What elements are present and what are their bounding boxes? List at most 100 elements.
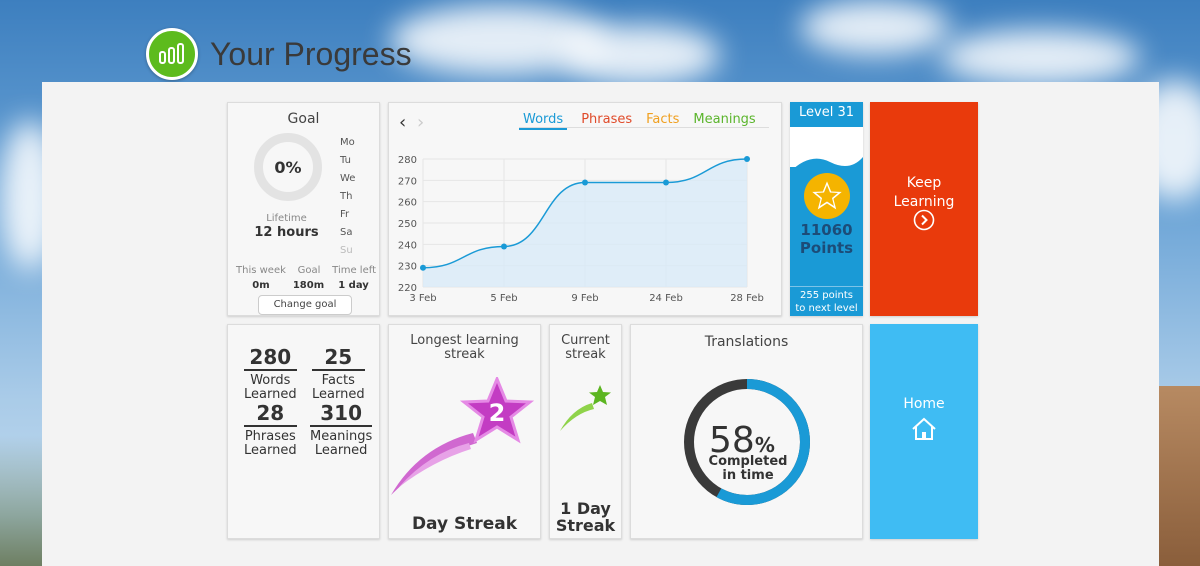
next-level-label: to next level (795, 303, 858, 314)
y-tick-label: 240 (398, 240, 417, 251)
longest-streak-card: Longest learning streak 2 Day Streak (388, 324, 541, 539)
weekday-tu: Tu (340, 155, 351, 166)
weekday-su: Su (340, 245, 353, 256)
words-learned: 280 Words Learned (244, 345, 297, 402)
data-point (744, 156, 750, 162)
goal-percent: 0% (274, 158, 302, 177)
data-point (420, 264, 426, 271)
star-badge-icon (804, 173, 850, 219)
time-left-label: Time left (332, 265, 376, 276)
goal-card: Goal 0% Mo Tu We Th Fr Sa Su Lifetime 12… (227, 102, 380, 316)
shooting-star-icon: 2 (391, 377, 535, 495)
longest-streak-title: Longest learning streak (389, 334, 540, 362)
x-tick-label: 3 Feb (409, 293, 436, 304)
points-label: Points (799, 239, 854, 257)
home-label: Home (903, 396, 945, 412)
x-tick-label: 5 Feb (490, 293, 517, 304)
meanings-learned-value: 310 (310, 401, 373, 427)
meanings-learned: 310 Meanings Learned (310, 401, 373, 458)
facts-learned-line1: Facts (321, 373, 355, 388)
keep-learning-button[interactable]: Keep Learning (870, 102, 978, 316)
translations-progress-arc (684, 379, 810, 505)
tab-facts[interactable]: Facts (646, 112, 680, 127)
goal-weekdays: Mo Tu We Th Fr Sa Su (340, 134, 355, 260)
phrases-learned-line1: Phrases (244, 429, 296, 444)
translations-percent: 58% (709, 420, 775, 461)
wave-decoration (790, 157, 863, 182)
weekday-fr: Fr (340, 209, 350, 220)
keep-learning-label: Keep Learning (870, 174, 978, 212)
tab-meanings[interactable]: Meanings (693, 112, 756, 127)
y-tick-label: 230 (398, 262, 417, 273)
y-tick-label: 260 (398, 198, 417, 209)
data-point (501, 243, 507, 250)
tab-words[interactable]: Words (519, 112, 568, 130)
tab-phrases[interactable]: Phrases (581, 112, 633, 127)
small-shooting-star-icon (560, 385, 611, 431)
goal-value: 180m (292, 280, 325, 291)
chevron-right-icon[interactable]: › (417, 112, 425, 133)
facts-learned-line2: Learned (312, 387, 365, 402)
translations-sub-line1: Completed (708, 454, 788, 469)
home-icon (912, 417, 936, 440)
page-header: Your Progress (146, 28, 412, 80)
arrow-right-circle-icon (913, 209, 935, 231)
longest-streak-title-line1: Longest learning (410, 333, 519, 348)
lifetime-value: 12 hours (254, 225, 319, 240)
time-left-value: 1 day (338, 280, 369, 291)
current-streak-card: Current streak 1 Day Streak (549, 324, 622, 539)
y-tick-label: 270 (398, 176, 417, 187)
series-line (422, 158, 748, 269)
learned-counts-card: 280 Words Learned 25 Facts Learned 28 Ph… (227, 324, 380, 539)
current-streak-title-line2: streak (565, 347, 606, 362)
current-streak-label-line2: Streak (555, 516, 616, 535)
longest-streak-label: Day Streak (411, 514, 518, 534)
data-point (663, 179, 669, 186)
this-week-value: 0m (252, 280, 270, 291)
facts-learned: 25 Facts Learned (312, 345, 365, 402)
home-button[interactable]: Home (870, 324, 978, 539)
y-tick-label: 250 (398, 219, 417, 230)
current-streak-title: Current streak (550, 334, 621, 362)
translations-sub-line2: in time (722, 468, 774, 483)
tab-underline (519, 127, 769, 128)
goal-progress-ring (254, 133, 322, 201)
translations-donut (684, 379, 810, 505)
level-card-band (790, 127, 863, 167)
words-learned-line1: Words (250, 373, 291, 388)
phrases-learned: 28 Phrases Learned (244, 401, 297, 458)
points-value: 11060 (800, 221, 853, 239)
weekday-we: We (340, 173, 356, 184)
x-tick-label: 9 Feb (571, 293, 598, 304)
chart-bubble-icon (146, 28, 198, 80)
series-area (423, 159, 747, 287)
translations-percent-sign: % (754, 433, 775, 457)
phrases-learned-value: 28 (244, 401, 297, 427)
goal-label: Goal (297, 265, 321, 276)
facts-learned-value: 25 (312, 345, 365, 371)
weekday-sa: Sa (340, 227, 353, 238)
x-tick-label: 24 Feb (649, 293, 683, 304)
progress-chart-card: ‹ › Words Phrases Facts Meanings 220 230 2… (388, 102, 782, 316)
meanings-learned-line1: Meanings (310, 429, 373, 444)
keep-learning-line2: Learning (893, 194, 955, 210)
points-display: 11060 Points (790, 221, 863, 257)
chevron-left-icon[interactable]: ‹ (399, 112, 407, 133)
current-streak-title-line1: Current (561, 333, 610, 348)
next-level-info: 255 points to next level (790, 286, 863, 316)
level-label: Level 31 (790, 102, 863, 127)
longest-streak-title-line2: streak (444, 347, 485, 362)
words-progress-chart: 220 230 240 250 260 270 280 3 Feb 5 Feb 9 Feb 24 F… (398, 155, 764, 304)
goal-title: Goal (287, 111, 320, 127)
weekday-th: Th (340, 191, 353, 202)
phrases-learned-line2: Learned (244, 443, 297, 458)
lifetime-label: Lifetime (266, 213, 307, 224)
goal-stats-labels: This week Goal Time left (236, 265, 376, 276)
translations-card: Translations 58% Completed in time (630, 324, 863, 539)
goal-stats-values: 0m 180m 1 day (236, 280, 376, 291)
data-point (582, 179, 588, 186)
meanings-learned-line2: Learned (314, 443, 368, 458)
current-streak-label-line1: 1 Day (560, 499, 611, 518)
change-goal-button[interactable]: Change goal (258, 295, 352, 315)
translations-percent-number: 58 (709, 420, 755, 461)
